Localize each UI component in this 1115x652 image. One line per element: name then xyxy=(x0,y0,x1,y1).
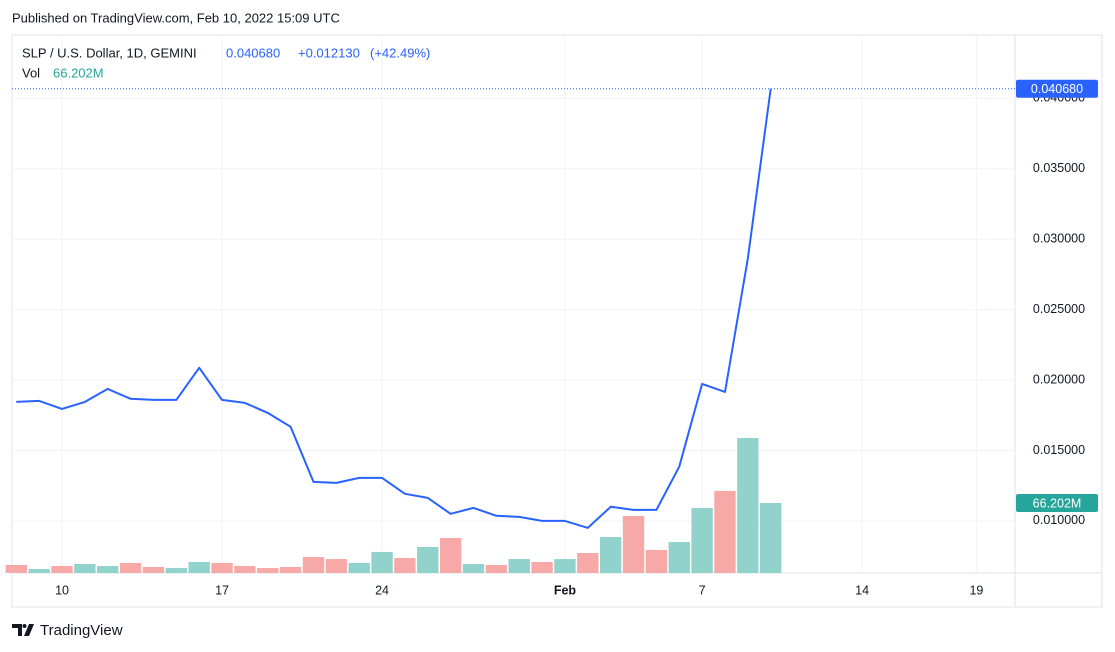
volume-bar xyxy=(279,566,302,573)
volume-bar xyxy=(508,559,530,573)
volume-bar xyxy=(142,566,165,573)
volume-bar xyxy=(691,507,713,573)
volume-bar xyxy=(302,557,325,573)
x-tick-label: 19 xyxy=(969,583,983,597)
x-tick-label: Feb xyxy=(554,583,577,597)
last-price-label: 0.040680 xyxy=(1031,82,1083,96)
x-tick-label: 17 xyxy=(215,583,229,597)
volume-bar xyxy=(439,538,462,573)
volume-bar xyxy=(554,559,576,573)
legend-last: 0.040680 xyxy=(226,45,280,60)
grid xyxy=(12,35,1015,573)
brand-logo xyxy=(12,624,34,636)
volume-bar xyxy=(417,546,439,573)
legend-change: +0.012130 xyxy=(298,45,360,60)
last-volume-label: 66.202M xyxy=(1033,496,1082,510)
legend-volume-value: 66.202M xyxy=(53,65,104,80)
volume-bar xyxy=(5,564,27,573)
volume-bar xyxy=(645,549,668,573)
y-tick-label: 0.015000 xyxy=(1033,443,1085,457)
last-price-badge xyxy=(1016,79,1098,98)
volume-bar xyxy=(211,562,233,573)
last-volume-badge xyxy=(1016,493,1098,512)
volume-bar xyxy=(119,562,142,573)
volume-bar xyxy=(485,564,508,573)
y-tick-label: 0.020000 xyxy=(1033,372,1085,386)
volume-bar xyxy=(531,562,553,573)
plot xyxy=(5,88,1015,573)
y-tick-label: 0.025000 xyxy=(1033,302,1085,316)
legend-volume-name: Vol xyxy=(22,65,40,80)
volume-bar xyxy=(668,542,690,573)
x-tick-label: 7 xyxy=(699,583,706,597)
volume-bar xyxy=(165,568,187,573)
price-line xyxy=(16,88,772,529)
volume-bar xyxy=(97,566,119,573)
volume-bar xyxy=(28,568,50,573)
x-tick-label: 14 xyxy=(855,583,869,597)
volume-bar xyxy=(74,564,96,573)
volume-bar xyxy=(257,568,279,573)
volume-bar xyxy=(371,551,393,573)
brand-name: TradingView xyxy=(40,622,123,639)
volume-bar xyxy=(325,559,348,573)
volume-bar xyxy=(577,553,599,573)
volume-bar xyxy=(714,490,736,573)
frame xyxy=(11,34,1103,608)
volume-bar xyxy=(760,502,782,573)
volume-bar xyxy=(462,564,485,573)
x-tick-label: 10 xyxy=(55,583,69,597)
volume-bar xyxy=(622,516,645,573)
legend-change-pct: (+42.49%) xyxy=(370,45,430,60)
chart-title: SLP / U.S. Dollar, 1D, GEMINI xyxy=(22,45,197,60)
volume-bar xyxy=(394,557,416,573)
volume-bar xyxy=(234,566,256,573)
volume-bar xyxy=(188,562,210,573)
volume-bar xyxy=(348,562,370,573)
y-tick-label: 0.030000 xyxy=(1033,232,1085,246)
volume-bar xyxy=(51,566,73,573)
y-tick-label: 0.010000 xyxy=(1033,513,1085,527)
labels: 10 17 24 Feb 7 14 19 0.010000 0.015000 0.020000 0.… xyxy=(55,79,1098,597)
volume-bar xyxy=(599,537,622,573)
x-tick-label: 24 xyxy=(375,583,389,597)
volume-bar xyxy=(737,437,759,573)
published-note: Published on TradingView.com, Feb 10, 20… xyxy=(12,10,340,25)
y-tick-label: 0.035000 xyxy=(1033,161,1085,175)
